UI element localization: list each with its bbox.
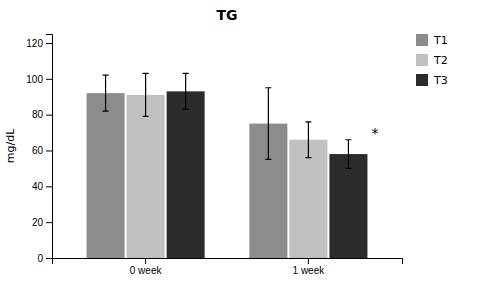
- legend-item: T1: [416, 34, 448, 47]
- plot: 0 20 40 60 80 100 120 0 week 1 week *: [26, 35, 402, 277]
- y-tick-mark: [46, 150, 52, 151]
- y-tick: 40: [32, 181, 52, 192]
- bar: [87, 93, 125, 258]
- x-tick: 0 week: [130, 258, 163, 276]
- y-axis-title: mg/dL: [4, 128, 17, 163]
- y-tick-mark: [46, 43, 52, 44]
- series: [127, 73, 328, 258]
- legend-item: T3: [416, 74, 448, 87]
- legend-swatch: [416, 74, 428, 86]
- legend-item: T2: [416, 54, 448, 67]
- legend-label: T1: [433, 34, 448, 47]
- error-bar: [345, 140, 351, 169]
- y-axis-line: [46, 35, 53, 259]
- error-bar: [183, 73, 189, 109]
- annotation: *: [372, 125, 379, 141]
- marks: [87, 73, 368, 258]
- y-tick: 100: [26, 74, 52, 85]
- bar: [127, 95, 165, 258]
- x-axis: 0 week 1 week: [53, 258, 403, 276]
- bar: [167, 91, 205, 258]
- y-tick-label: 100: [26, 74, 43, 85]
- y-tick-mark: [46, 222, 52, 223]
- legend-label: T3: [433, 74, 448, 87]
- y-tick-label: 120: [26, 38, 43, 49]
- x-axis-line: [53, 259, 403, 265]
- error-bar: [143, 73, 149, 116]
- error-bar: [305, 122, 311, 158]
- y-axis: 0 20 40 60 80 100 120: [26, 35, 52, 264]
- y-tick-mark: [46, 115, 52, 116]
- y-tick-mark: [46, 79, 52, 80]
- legend: T1 T2 T3: [416, 34, 448, 87]
- y-tick-label: 0: [37, 253, 43, 264]
- y-tick: 80: [32, 109, 52, 120]
- x-tick-label: 0 week: [130, 265, 163, 276]
- series: [87, 75, 288, 258]
- legend-label: T2: [433, 54, 448, 67]
- y-tick-mark: [46, 186, 52, 187]
- error-bar: [103, 75, 109, 111]
- title: TG: [216, 7, 237, 23]
- y-tick-label: 80: [32, 109, 44, 120]
- legend-swatch: [416, 34, 428, 46]
- y-tick-label: 40: [32, 181, 44, 192]
- chart: 0204060801001200 week1 week*TGmg/dLT1T2T…: [0, 0, 480, 288]
- series: [167, 73, 368, 258]
- y-tick: 0: [37, 253, 52, 264]
- x-tick-mark: [145, 258, 146, 264]
- error-bar: [265, 88, 271, 160]
- y-tick-mark: [46, 258, 52, 259]
- x-tick-label: 1 week: [293, 265, 326, 276]
- y-tick-label: 60: [32, 145, 44, 156]
- y-tick: 60: [32, 145, 52, 156]
- bar: [329, 154, 367, 258]
- y-tick: 120: [26, 38, 52, 49]
- y-tick: 20: [32, 217, 52, 228]
- x-tick-mark: [308, 258, 309, 264]
- x-tick: 1 week: [293, 258, 326, 276]
- y-tick-label: 20: [32, 217, 44, 228]
- legend-swatch: [416, 54, 428, 66]
